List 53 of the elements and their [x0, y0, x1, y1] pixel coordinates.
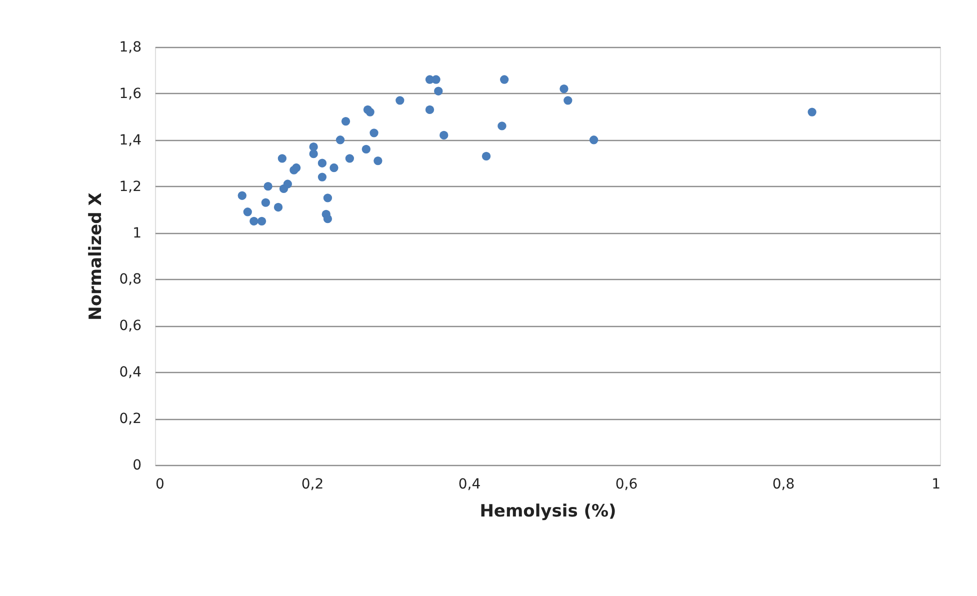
x-tick-label: 0,4: [458, 476, 481, 492]
point: [396, 96, 404, 105]
point: [238, 191, 246, 200]
point: [589, 136, 598, 144]
point: [366, 108, 374, 116]
point: [808, 108, 816, 116]
point: [362, 144, 370, 154]
x-axis-title: Hemolysis (%): [480, 502, 616, 522]
y-tick-label: 1,4: [119, 132, 142, 148]
point: [323, 214, 332, 224]
point: [330, 163, 338, 172]
point: [274, 202, 283, 212]
y-axis-title: Normalized X: [86, 192, 106, 320]
point: [374, 156, 382, 166]
x-tick-label: 0,2: [301, 476, 324, 492]
x-tick-label: 0,8: [772, 476, 795, 492]
point: [283, 180, 292, 188]
x-tick-label: 1: [932, 476, 940, 492]
y-tick-label: 1,8: [119, 40, 142, 56]
point: [264, 182, 272, 191]
point: [318, 172, 327, 182]
y-tick-label: 0,6: [119, 318, 142, 334]
y-tick-label: 0,8: [119, 272, 142, 288]
point: [261, 198, 270, 207]
point: [498, 122, 506, 130]
point: [434, 86, 443, 96]
point: [440, 130, 448, 140]
y-tick-label: 1,2: [119, 178, 142, 195]
point: [345, 154, 354, 163]
x-tick-label: 0,6: [615, 476, 638, 492]
point: [243, 208, 252, 216]
x-tick-label: 0: [156, 476, 164, 492]
y-tick-label: 0,4: [119, 364, 142, 381]
point: [425, 105, 434, 114]
point: [564, 96, 572, 105]
point: [370, 128, 378, 138]
point: [292, 163, 301, 172]
point: [250, 216, 258, 226]
point: [323, 194, 332, 202]
point: [432, 75, 440, 84]
point: [309, 142, 318, 152]
y-tick-label: 0: [132, 458, 142, 474]
point: [278, 154, 286, 163]
point: [500, 75, 509, 84]
point: [336, 136, 345, 144]
y-tick-label: 0,2: [119, 411, 142, 428]
y-tick-label: 1,6: [119, 86, 142, 102]
point: [257, 216, 266, 226]
point: [560, 84, 568, 94]
point: [341, 116, 350, 126]
y-tick-label: 1: [132, 225, 142, 242]
point: [318, 158, 327, 168]
point: [482, 152, 491, 160]
